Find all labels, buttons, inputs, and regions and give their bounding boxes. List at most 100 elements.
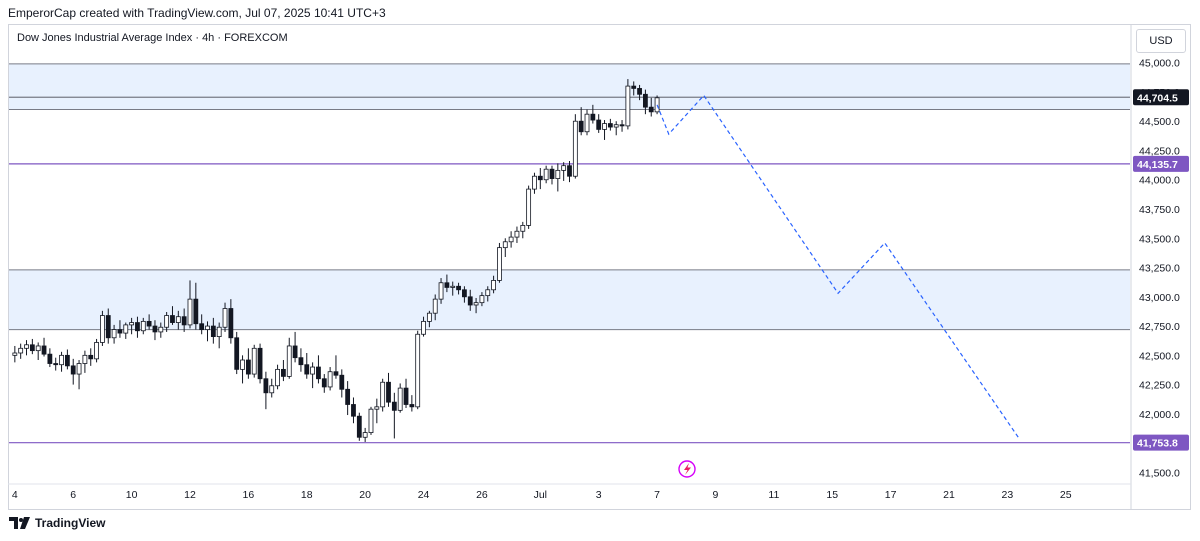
candle-body <box>415 333 421 408</box>
time-tick-label: 26 <box>476 489 488 501</box>
candle-body <box>549 168 555 179</box>
candle-body <box>403 387 409 405</box>
candle-body <box>257 347 263 380</box>
currency-button[interactable]: USD <box>1136 29 1186 53</box>
candle-body <box>304 364 310 375</box>
candle-body <box>613 124 619 128</box>
candle-body <box>456 285 461 291</box>
candle-body <box>298 357 304 366</box>
event-marker[interactable] <box>678 460 696 478</box>
candle-body <box>275 368 280 387</box>
candle-body <box>88 354 94 360</box>
candle-body <box>41 345 47 355</box>
candle-body <box>561 165 567 171</box>
candle-body <box>497 247 502 281</box>
time-tick-label: 21 <box>943 489 955 501</box>
candle-body <box>619 124 625 127</box>
candle-body <box>18 347 24 354</box>
candle-body <box>462 289 467 298</box>
candle-body <box>321 378 327 388</box>
candle-body <box>648 106 654 113</box>
price-tick-label: 43,500.0 <box>1139 233 1180 245</box>
price-tick-label: 41,500.0 <box>1139 467 1180 479</box>
candle-body <box>187 298 193 326</box>
candle-body <box>532 175 537 190</box>
candle-body <box>578 120 584 133</box>
candle-body <box>345 388 351 405</box>
candle-body <box>368 408 374 433</box>
price-tick-label: 42,250.0 <box>1139 380 1180 392</box>
candle-body <box>596 119 602 130</box>
candle-body <box>205 325 210 330</box>
candle-body <box>333 371 339 376</box>
candle-body <box>438 282 444 300</box>
candle-body <box>514 230 520 238</box>
time-tick-label: 12 <box>184 489 196 501</box>
price-axis[interactable]: 41,500.041,750.042,000.042,250.042,500.0… <box>1130 25 1189 510</box>
lightning-bolt-icon <box>684 463 691 475</box>
candle-body <box>426 312 432 322</box>
candle-body <box>47 353 53 364</box>
candle-body <box>175 316 181 323</box>
candle-body <box>117 329 123 334</box>
time-tick-label: 9 <box>713 489 719 501</box>
price-tick-label: 43,750.0 <box>1139 204 1180 216</box>
candle-body <box>82 354 88 364</box>
price-tick-label: 44,500.0 <box>1139 116 1180 128</box>
candle-body <box>111 329 117 339</box>
time-axis[interactable]: 4 6 10 12 16 18 20 24 26 Jul 3 7 9 11 15 17 21 23 25 <box>8 483 1131 501</box>
candle-body <box>216 326 222 338</box>
candle-body <box>199 323 205 330</box>
time-tick-label: 3 <box>596 489 602 501</box>
symbol-title: Dow Jones Industrial Average Index · 4h … <box>17 32 288 44</box>
candle-body <box>240 359 245 370</box>
candle-body <box>12 352 18 356</box>
candle-body <box>572 120 578 177</box>
candle-body <box>567 165 572 177</box>
candle-body <box>263 378 269 394</box>
candle-body <box>193 298 199 325</box>
candle-body <box>607 123 613 128</box>
zones-layer <box>9 63 1130 331</box>
candle-body <box>421 320 426 335</box>
price-tick-label: 42,500.0 <box>1139 350 1180 362</box>
candle-body <box>327 371 333 388</box>
time-tick-label: Jul <box>534 489 547 501</box>
candle-body <box>444 282 450 288</box>
price-label-1: 44,135.7 <box>1137 159 1178 171</box>
price-label-bg-0 <box>1133 89 1189 106</box>
candle-body <box>158 326 164 333</box>
candle-body <box>222 308 228 328</box>
candle-body <box>146 320 152 327</box>
candle-body <box>351 404 356 417</box>
candle-body <box>64 354 70 367</box>
candle-body <box>164 315 170 328</box>
time-tick-label: 23 <box>1002 489 1014 501</box>
candle-body <box>479 295 485 304</box>
time-tick-label: 24 <box>418 489 430 501</box>
candle-body <box>76 363 82 375</box>
candle-body <box>491 280 496 291</box>
candle-body <box>631 85 637 89</box>
price-tick-label: 44,000.0 <box>1139 175 1180 187</box>
price-tick-label: 44,250.0 <box>1139 145 1180 157</box>
price-label-0: 44,704.5 <box>1137 92 1178 104</box>
tradingview-logo-icon <box>9 517 30 529</box>
candle-body <box>543 168 549 181</box>
candle-body <box>374 406 380 410</box>
candle-body <box>362 432 368 438</box>
time-tick-label: 6 <box>70 489 76 501</box>
candle-body <box>53 363 59 366</box>
price-tick-label: 45,000.0 <box>1139 58 1180 70</box>
candle-body <box>467 296 473 306</box>
candle-body <box>100 315 105 343</box>
candle-body <box>386 381 391 403</box>
candle-body <box>520 224 526 232</box>
candle-body <box>450 285 456 288</box>
tradingview-footer[interactable]: TradingView <box>9 516 105 530</box>
time-tick-label: 7 <box>654 489 660 501</box>
candle-body <box>210 325 216 338</box>
candle-body <box>637 88 642 95</box>
candle-body <box>123 324 129 334</box>
